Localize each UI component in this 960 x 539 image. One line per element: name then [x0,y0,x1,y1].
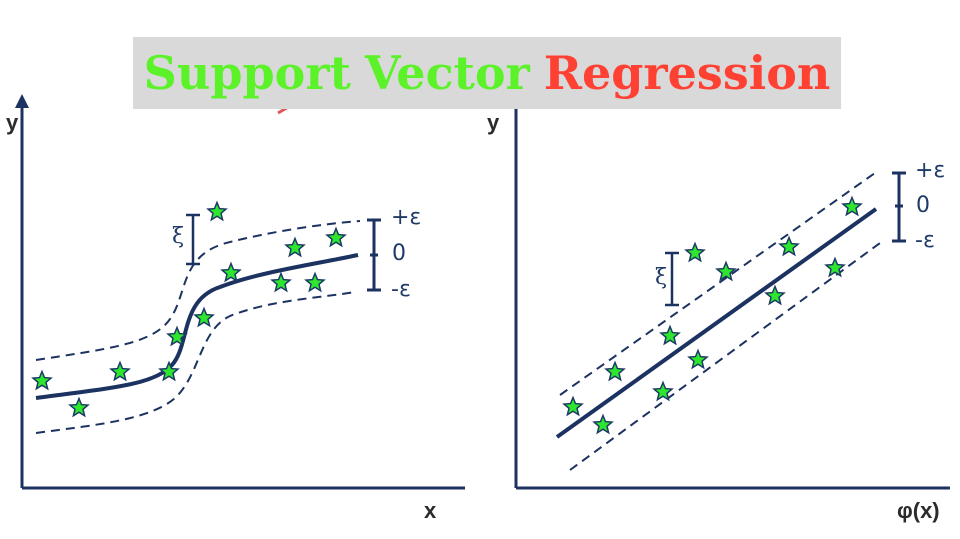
left-data-point-3 [109,360,131,382]
right-data-point-3 [604,360,626,382]
right-data-point-7 [687,348,709,370]
right-data-point-12 [841,195,863,217]
title-word-regression: Regression [543,46,831,100]
left-lower-margin [35,291,356,434]
left-y-arrow [15,94,29,108]
right-slack-symbol: ξ [655,265,668,290]
left-data-point-4 [158,360,180,382]
left-zero: 0 [392,241,406,266]
right-upper-margin [559,172,876,396]
left-data-point-7 [206,200,228,222]
right-data-point-4 [652,380,674,402]
right-data-point-9 [764,284,786,306]
right-data-point-6 [684,241,706,263]
right-regression-line [555,207,878,439]
left-slack-symbol: ξ [172,224,185,249]
left-regression-curve [35,253,359,400]
right-lower-margin [569,242,881,471]
right-data-point-2 [592,413,614,435]
left-data-point-5 [166,325,188,347]
title-word-support: Support [143,46,351,100]
left-data-point-10 [284,236,306,258]
right-margin-bracket [892,171,906,243]
right-data-point-5 [659,324,681,346]
right-slack-bracket [665,251,679,307]
right-x-label: φ(x) [897,498,940,523]
left-minus-epsilon: -ε [391,277,411,302]
left-panel [15,94,465,490]
right-y-label: y [487,110,500,135]
left-data-point-2 [68,396,90,418]
right-data-point-11 [824,256,846,278]
title-word-vector: Vector [364,46,530,100]
right-plus-epsilon: +ε [915,158,946,183]
right-data-point-8 [715,260,737,282]
left-x-label: x [424,498,437,523]
right-zero: 0 [916,193,930,218]
title-banner [133,37,841,109]
left-data-point-6 [193,306,215,328]
left-margin-bracket [367,218,381,292]
left-plus-epsilon: +ε [391,205,422,230]
left-data-point-9 [270,271,292,293]
left-data-point-11 [304,271,326,293]
left-upper-margin [35,220,361,361]
right-data-point-1 [562,395,584,417]
left-data-point-1 [31,369,53,391]
left-data-point-8 [220,261,242,283]
left-y-label: y [6,110,19,135]
page-title: Support Vector Regression [133,37,841,109]
right-minus-epsilon: -ε [915,228,935,253]
right-panel [509,94,950,490]
left-data-point-12 [325,226,347,248]
left-slack-bracket [186,213,200,266]
right-data-point-10 [778,235,800,257]
